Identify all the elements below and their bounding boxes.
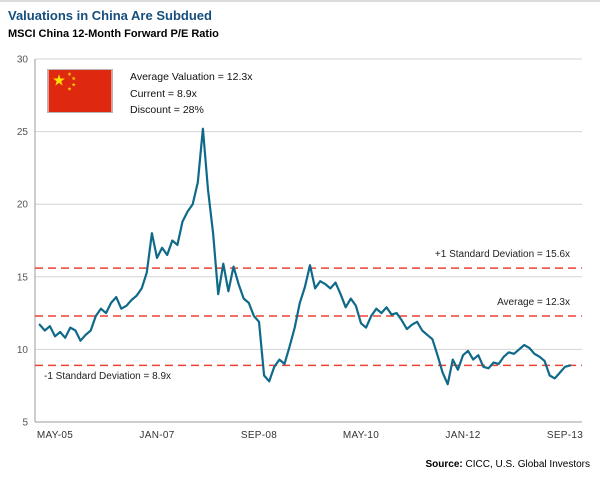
x-axis-tick-label: JAN-12: [445, 430, 480, 441]
legend-discount: Discount = 28%: [130, 104, 204, 116]
x-axis-labels: MAY-05 JAN-07 SEP-08 MAY-10 JAN-12 SEP-13: [37, 430, 583, 441]
y-axis-tick-label: 30: [17, 55, 29, 66]
x-axis-tick-label: SEP-13: [547, 430, 583, 441]
annotation-average: Average = 12.3x: [497, 297, 570, 308]
annotation-minus1-std-dev: -1 Standard Deviation = 8.9x: [44, 371, 172, 382]
reference-lines: [35, 267, 582, 367]
chart-subtitle: MSCI China 12-Month Forward P/E Ratio: [8, 28, 219, 40]
y-axis-tick-label: 15: [17, 272, 29, 283]
x-axis-tick-label: MAY-10: [343, 430, 379, 441]
source-text: CICC, U.S. Global Investors: [462, 459, 591, 470]
annotation-plus1-std-dev: +1 Standard Deviation = 15.6x: [434, 249, 570, 260]
legend-current: Current = 8.9x: [130, 87, 197, 100]
source-note: Source: CICC, U.S. Global Investors: [426, 459, 591, 470]
china-flag-icon: [47, 69, 113, 113]
x-axis-tick-label: JAN-07: [139, 430, 174, 441]
legend-average-valuation: Average Valuation = 12.3x: [130, 71, 253, 83]
pe-ratio-series-line: [38, 127, 572, 386]
y-axis-tick-label: 5: [22, 418, 28, 429]
source-label: Source:: [425, 459, 463, 470]
page-title: Valuations in China Are Subdued: [8, 8, 212, 23]
chart-legend: Average Valuation = 12.3x Current = 8.9x…: [130, 69, 253, 119]
x-axis-tick-label: SEP-08: [241, 430, 277, 441]
x-axis-tick-label: MAY-05: [37, 430, 73, 441]
y-axis-tick-label: 10: [17, 345, 29, 356]
y-axis-tick-label: 20: [17, 200, 29, 211]
y-axis-tick-label: 25: [17, 127, 29, 138]
